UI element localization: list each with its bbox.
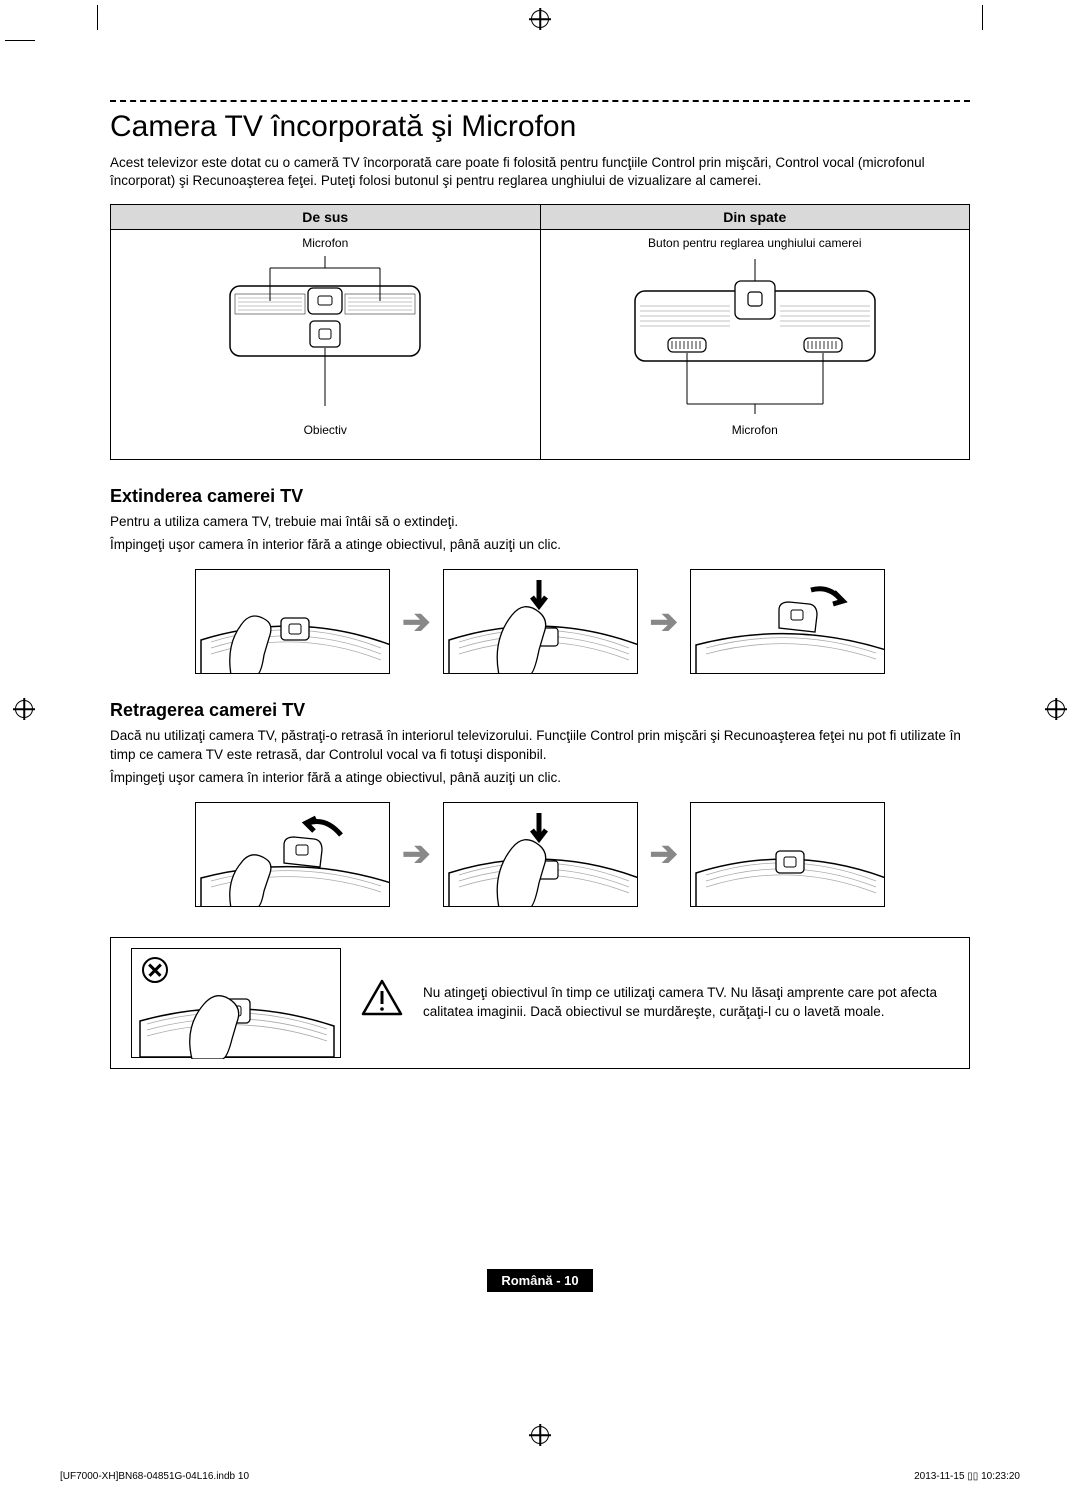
section-divider — [110, 100, 970, 102]
caution-icon — [361, 979, 403, 1027]
crop-mark-icon — [531, 1426, 549, 1444]
warning-text: Nu atingeţi obiectivul în timp ce utiliz… — [423, 984, 949, 1022]
step-illustration — [690, 569, 885, 674]
warning-illustration — [131, 948, 341, 1058]
page-number: Română - 10 — [487, 1269, 592, 1292]
step-sequence: ➔ ➔ — [110, 569, 970, 674]
body-text: Împingeţi uşor camera în interior fără a… — [110, 769, 970, 788]
step-illustration — [195, 569, 390, 674]
warning-box: Nu atingeţi obiectivul în timp ce utiliz… — [110, 937, 970, 1069]
arrow-right-icon: ➔ — [402, 602, 431, 642]
crop-mark-icon — [1047, 700, 1065, 718]
footer-file: [UF7000-XH]BN68-04851G-04L16.indb 10 — [60, 1471, 249, 1482]
table-header: Din spate — [540, 205, 970, 230]
diagram-label: Microfon — [117, 236, 534, 250]
diagram-label: Microfon — [547, 423, 964, 437]
crop-mark-icon — [531, 10, 549, 28]
step-illustration — [443, 569, 638, 674]
trim-mark — [982, 5, 983, 30]
diagram-label: Obiectiv — [117, 423, 534, 437]
trim-mark — [5, 40, 35, 41]
step-illustration — [195, 802, 390, 907]
tv-back-illustration — [620, 256, 890, 416]
prohibited-icon — [142, 957, 168, 983]
doc-footer: [UF7000-XH]BN68-04851G-04L16.indb 10 201… — [60, 1471, 1020, 1482]
diagram-table: De sus Din spate Microfon — [110, 204, 970, 460]
page-title: Camera TV încorporată şi Microfon — [110, 110, 970, 144]
diagram-label: Buton pentru reglarea unghiului camerei — [547, 236, 964, 250]
crop-mark-icon — [15, 700, 33, 718]
arrow-right-icon: ➔ — [650, 602, 679, 642]
footer-timestamp: 2013-11-15 ▯▯ 10:23:20 — [914, 1471, 1020, 1482]
page-footer: Română - 10 — [110, 1269, 970, 1292]
table-header: De sus — [111, 205, 541, 230]
body-text: Pentru a utiliza camera TV, trebuie mai … — [110, 513, 970, 532]
tv-top-illustration — [210, 256, 440, 416]
trim-mark — [97, 5, 98, 30]
section-heading: Extinderea camerei TV — [110, 486, 970, 507]
step-illustration — [690, 802, 885, 907]
arrow-right-icon: ➔ — [402, 834, 431, 874]
intro-text: Acest televizor este dotat cu o cameră T… — [110, 154, 970, 190]
step-illustration — [443, 802, 638, 907]
arrow-right-icon: ➔ — [650, 834, 679, 874]
section-heading: Retragerea camerei TV — [110, 700, 970, 721]
body-text: Împingeţi uşor camera în interior fără a… — [110, 536, 970, 555]
table-cell: Buton pentru reglarea unghiului camerei — [540, 230, 970, 460]
manual-page: Camera TV încorporată şi Microfon Acest … — [0, 0, 1080, 1494]
step-sequence: ➔ ➔ — [110, 802, 970, 907]
body-text: Dacă nu utilizaţi camera TV, păstraţi-o … — [110, 727, 970, 765]
table-cell: Microfon — [111, 230, 541, 460]
